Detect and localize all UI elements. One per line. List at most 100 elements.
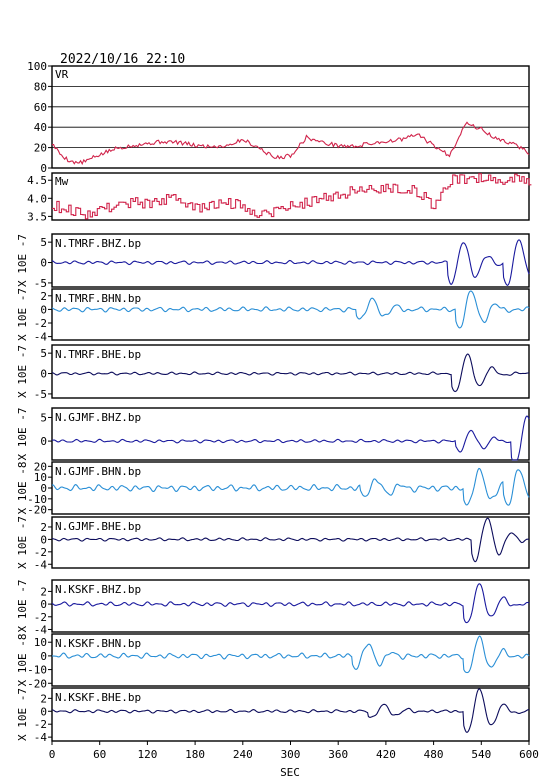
x-tick-label: 300 [281,748,301,761]
trace-n-kskf-bhn-bp-label: N.KSKF.BHN.bp [55,637,141,650]
vr-panel-frame [51,65,530,169]
y-tick-label: 2 [40,290,47,303]
trace-n-tmrf-bhz-bp-label: N.TMRF.BHZ.bp [55,237,141,250]
y-tick-label: -10 [27,493,47,506]
x-tick-label: 600 [519,748,539,761]
trace-n-gjmf-bhe-bp-panel-frame [51,516,530,569]
trace-n-kskf-bhe-bp-label: N.KSKF.BHE.bp [55,691,141,704]
trace-n-gjmf-bhz-bp-panel: 0 5 N.GJMF.BHZ.bp X 10E -7 [16,407,530,461]
trace-n-kskf-bhz-bp-waveform [51,583,530,624]
y-tick-label: 10 [34,636,47,649]
trace-n-tmrf-bhn-bp-panel-frame [51,288,530,341]
trace-n-kskf-bhn-bp-waveform [51,635,530,674]
x-tick-label: 180 [185,748,205,761]
x-tick-label: 540 [471,748,491,761]
y-tick-label: -4 [34,623,48,636]
y-tick-label: 3.5 [27,210,47,223]
vr-panel: 0 20 40 60 80 100 VR [27,60,530,175]
vr-series-line [52,121,530,166]
x-tick-label: 240 [233,748,253,761]
trace-n-tmrf-bhz-bp-unit-label: X 10E -7 [16,234,29,287]
y-tick-label: 5 [40,411,47,424]
y-tick-label: 60 [34,101,47,114]
mw-panel-frame [51,172,530,221]
trace-n-tmrf-bhz-bp-panel: -5 0 5 N.TMRF.BHZ.bp X 10E -7 [16,233,530,290]
y-tick-label: 20 [34,142,47,155]
trace-n-gjmf-bhn-bp-unit-label: X 10E -8 [16,462,29,515]
y-tick-label: -10 [27,664,47,677]
trace-n-tmrf-bhn-bp-waveform [51,290,530,329]
trace-n-gjmf-bhz-bp-unit-label: X 10E -7 [16,408,29,461]
y-tick-label: 0 [40,162,47,175]
y-tick-label: 10 [34,471,47,484]
x-axis-label: SEC [280,766,300,779]
mw-panel: 3.5 4.0 4.5 Mw [27,172,532,223]
mw-label: Mw [55,175,69,188]
y-tick-label: -4 [34,731,48,744]
trace-n-tmrf-bhe-bp-label: N.TMRF.BHE.bp [55,348,141,361]
y-tick-label: 0 [40,435,47,448]
x-tick-label: 360 [328,748,348,761]
y-tick-label: 0 [40,303,47,316]
trace-n-tmrf-bhe-bp-panel-frame [51,344,530,399]
trace-n-gjmf-bhe-bp-panel: -4-202 N.GJMF.BHE.bp X 10E -7 [16,516,530,571]
trace-n-tmrf-bhn-bp-panel: -4-202 N.TMRF.BHN.bp X 10E -7 [16,288,530,344]
trace-n-gjmf-bhe-bp-label: N.GJMF.BHE.bp [55,520,141,533]
x-tick-label: 420 [376,748,396,761]
y-tick-label: 2 [40,692,47,705]
x-tick-label: 480 [424,748,444,761]
y-tick-label: 0 [40,533,47,546]
y-tick-label: 5 [40,236,47,249]
y-tick-label: 40 [34,121,47,134]
trace-n-kskf-bhz-bp-unit-label: X 10E -7 [16,580,29,633]
y-tick-label: 4.0 [27,192,47,205]
y-tick-label: 2 [40,521,47,534]
trace-n-tmrf-bhe-bp-unit-label: X 10E -7 [16,345,29,398]
mw-series-line [52,173,532,220]
y-tick-label: -20 [27,504,47,517]
trace-n-tmrf-bhe-bp-waveform [52,353,530,393]
y-tick-label: 2 [40,585,47,598]
y-tick-label: -5 [34,388,47,401]
y-tick-label: 0 [40,257,47,270]
trace-n-gjmf-bhz-bp-waveform [51,415,530,461]
vr-label: VR [55,68,69,81]
datetime-header: 2022/10/16 22:10 [60,52,185,67]
y-tick-label: 20 [34,460,47,473]
trace-n-tmrf-bhn-bp-unit-label: X 10E -7 [16,288,29,341]
time-axis: 0 60 120 180 240 300 360 420 480 540 600 [49,741,539,761]
trace-n-kskf-bhe-bp-unit-label: X 10E -7 [16,688,29,741]
y-tick-label: -4 [34,558,48,571]
y-tick-label: -5 [34,277,47,290]
trace-n-gjmf-bhz-bp-panel-frame [51,407,530,461]
y-tick-label: 80 [34,80,47,93]
y-tick-label: 4.5 [27,174,47,187]
x-tick-label: 120 [137,748,157,761]
y-tick-label: 100 [27,60,47,73]
trace-n-kskf-bhe-bp-panel: -4-202 N.KSKF.BHE.bp X 10E -7 [16,687,530,744]
trace-n-kskf-bhe-bp-waveform [51,688,529,734]
y-tick-label: -2 [34,546,47,559]
trace-n-tmrf-bhz-bp-waveform [51,239,530,286]
y-tick-label: 0 [40,705,47,718]
trace-n-gjmf-bhn-bp-waveform [51,467,530,506]
y-tick-label: 0 [40,482,47,495]
trace-n-tmrf-bhz-bp-panel-frame [51,233,530,288]
y-tick-label: -20 [27,677,47,690]
x-tick-label: 60 [93,748,106,761]
y-tick-label: 0 [40,368,47,381]
trace-n-gjmf-bhe-bp-waveform [51,517,530,563]
trace-n-kskf-bhn-bp-unit-label: X 10E -8 [16,634,29,687]
trace-n-tmrf-bhe-bp-panel: -5 0 5 N.TMRF.BHE.bp X 10E -7 [16,344,530,401]
trace-n-kskf-bhn-bp-panel-frame [51,633,530,687]
trace-n-gjmf-bhz-bp-label: N.GJMF.BHZ.bp [55,411,141,424]
trace-n-kskf-bhz-bp-panel-frame [51,579,530,633]
trace-n-tmrf-bhn-bp-label: N.TMRF.BHN.bp [55,292,141,305]
x-tick-label: 0 [49,748,56,761]
trace-n-kskf-bhz-bp-panel: -4-202 N.KSKF.BHZ.bp X 10E -7 [16,579,530,636]
y-tick-label: 5 [40,347,47,360]
